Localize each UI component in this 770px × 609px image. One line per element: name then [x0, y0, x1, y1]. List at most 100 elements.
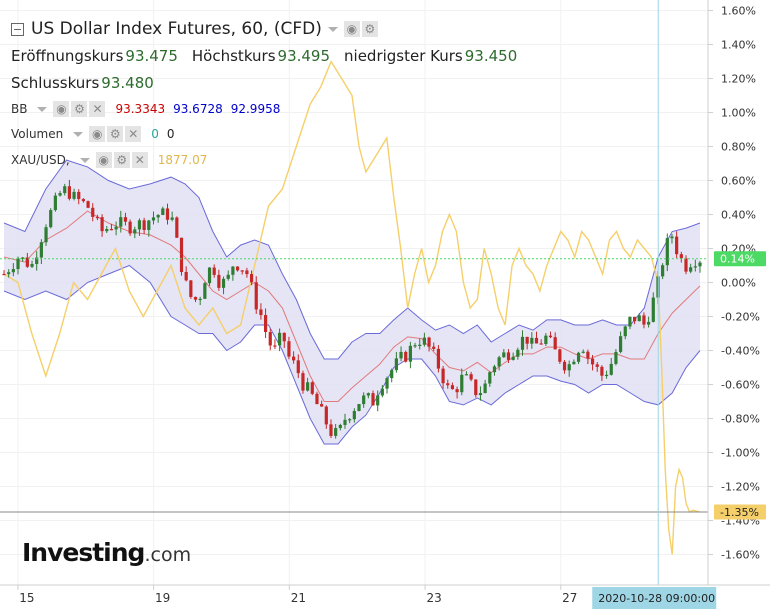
candle [268, 328, 272, 351]
candle-body [441, 368, 445, 384]
x-axis[interactable]: 15 19 21 23 27 [17, 585, 578, 605]
candle-body [16, 258, 20, 270]
y-tick-label: 0.40% [721, 209, 756, 222]
gear-icon[interactable]: ⚙ [113, 152, 130, 168]
candle [231, 266, 235, 281]
candle [25, 252, 29, 268]
candle [324, 405, 328, 429]
candle [2, 270, 6, 276]
candle [189, 280, 193, 299]
candle-body [352, 410, 356, 420]
xau-last-label: -1.35% [714, 504, 766, 520]
candle [282, 332, 286, 348]
y-axis[interactable]: 1.60%1.40%1.20%1.00%0.80%0.60%0.40%0.20%… [708, 5, 760, 562]
candle-body [170, 217, 174, 220]
bollinger-band-fill [4, 160, 700, 444]
eye-icon[interactable]: ◉ [89, 126, 106, 142]
close-value: 93.480 [101, 74, 154, 92]
eye-icon[interactable]: ◉ [53, 101, 70, 117]
candle [637, 313, 641, 322]
candle [618, 331, 623, 354]
bb-upper-value: 93.6728 [173, 102, 223, 116]
candle [240, 270, 244, 275]
candle-body [385, 378, 389, 389]
candle [137, 218, 142, 236]
candle [21, 256, 25, 262]
collapse-icon[interactable] [11, 22, 24, 36]
candle-body [637, 315, 641, 322]
candle [175, 216, 179, 238]
candle-body [567, 364, 571, 371]
bb-lower-value: 92.9958 [230, 102, 281, 116]
candle-body [516, 349, 520, 357]
candle-body [427, 337, 431, 347]
candle [558, 348, 562, 364]
candle [474, 379, 478, 398]
candle-body [282, 332, 286, 342]
eye-icon[interactable]: ◉ [343, 21, 360, 37]
close-icon[interactable]: ✕ [131, 152, 148, 168]
candle [147, 219, 151, 237]
candle-body [469, 374, 473, 380]
candle [492, 364, 497, 376]
eye-icon[interactable]: ◉ [95, 152, 112, 168]
candle-body [147, 220, 151, 230]
candle-body [553, 337, 557, 350]
close-icon[interactable]: ✕ [125, 126, 142, 142]
candle [7, 269, 11, 278]
gear-icon[interactable]: ⚙ [71, 101, 88, 117]
candle [179, 237, 184, 276]
xau-name[interactable]: XAU/USD, [11, 153, 70, 167]
candle [53, 192, 57, 212]
candle-body [436, 348, 441, 369]
candle-body [198, 298, 202, 301]
candle-body [109, 229, 114, 231]
candle-body [105, 229, 109, 232]
chevron-down-icon[interactable] [79, 157, 90, 163]
candle [165, 203, 170, 225]
volume-name[interactable]: Volumen [11, 127, 64, 141]
high-value: 93.495 [277, 47, 331, 65]
candle [207, 267, 212, 286]
candle [161, 206, 165, 216]
candle [413, 342, 417, 349]
chevron-down-icon[interactable] [37, 106, 48, 112]
candle-body [81, 199, 86, 202]
candle-body [595, 364, 599, 367]
candle [35, 251, 39, 271]
candle [105, 226, 109, 233]
candle [689, 263, 693, 274]
y-tick-label: -0.60% [721, 379, 760, 392]
chevron-down-icon[interactable] [73, 131, 84, 137]
close-icon[interactable]: ✕ [89, 101, 106, 117]
candle [320, 400, 324, 407]
indicator-xau-row: XAU/USD, ◉ ⚙ ✕ 1877.07 [11, 152, 207, 168]
gear-icon[interactable]: ⚙ [361, 21, 378, 37]
candle-body [7, 272, 11, 275]
candle [184, 266, 188, 282]
candle-body [539, 343, 543, 345]
candle [170, 211, 174, 222]
chevron-down-icon[interactable] [327, 26, 338, 32]
candle-body [292, 356, 296, 361]
candle [263, 308, 268, 339]
candle-body [86, 201, 90, 208]
bb-name[interactable]: BB [11, 102, 28, 116]
candle-body [464, 374, 469, 376]
y-tick-label: -0.40% [721, 345, 760, 358]
gear-icon[interactable]: ⚙ [107, 126, 124, 142]
candle [371, 390, 375, 406]
candle-body [263, 315, 268, 333]
candle [586, 349, 590, 365]
candle [380, 384, 384, 398]
candle-body [273, 345, 277, 347]
candle [212, 264, 216, 278]
candle-body [165, 208, 170, 220]
volume-value-2: 0 [166, 127, 175, 141]
candle-body [525, 336, 529, 344]
candle-body [58, 193, 62, 196]
candle-body [343, 419, 347, 425]
candle [404, 350, 408, 363]
candle [693, 259, 697, 272]
